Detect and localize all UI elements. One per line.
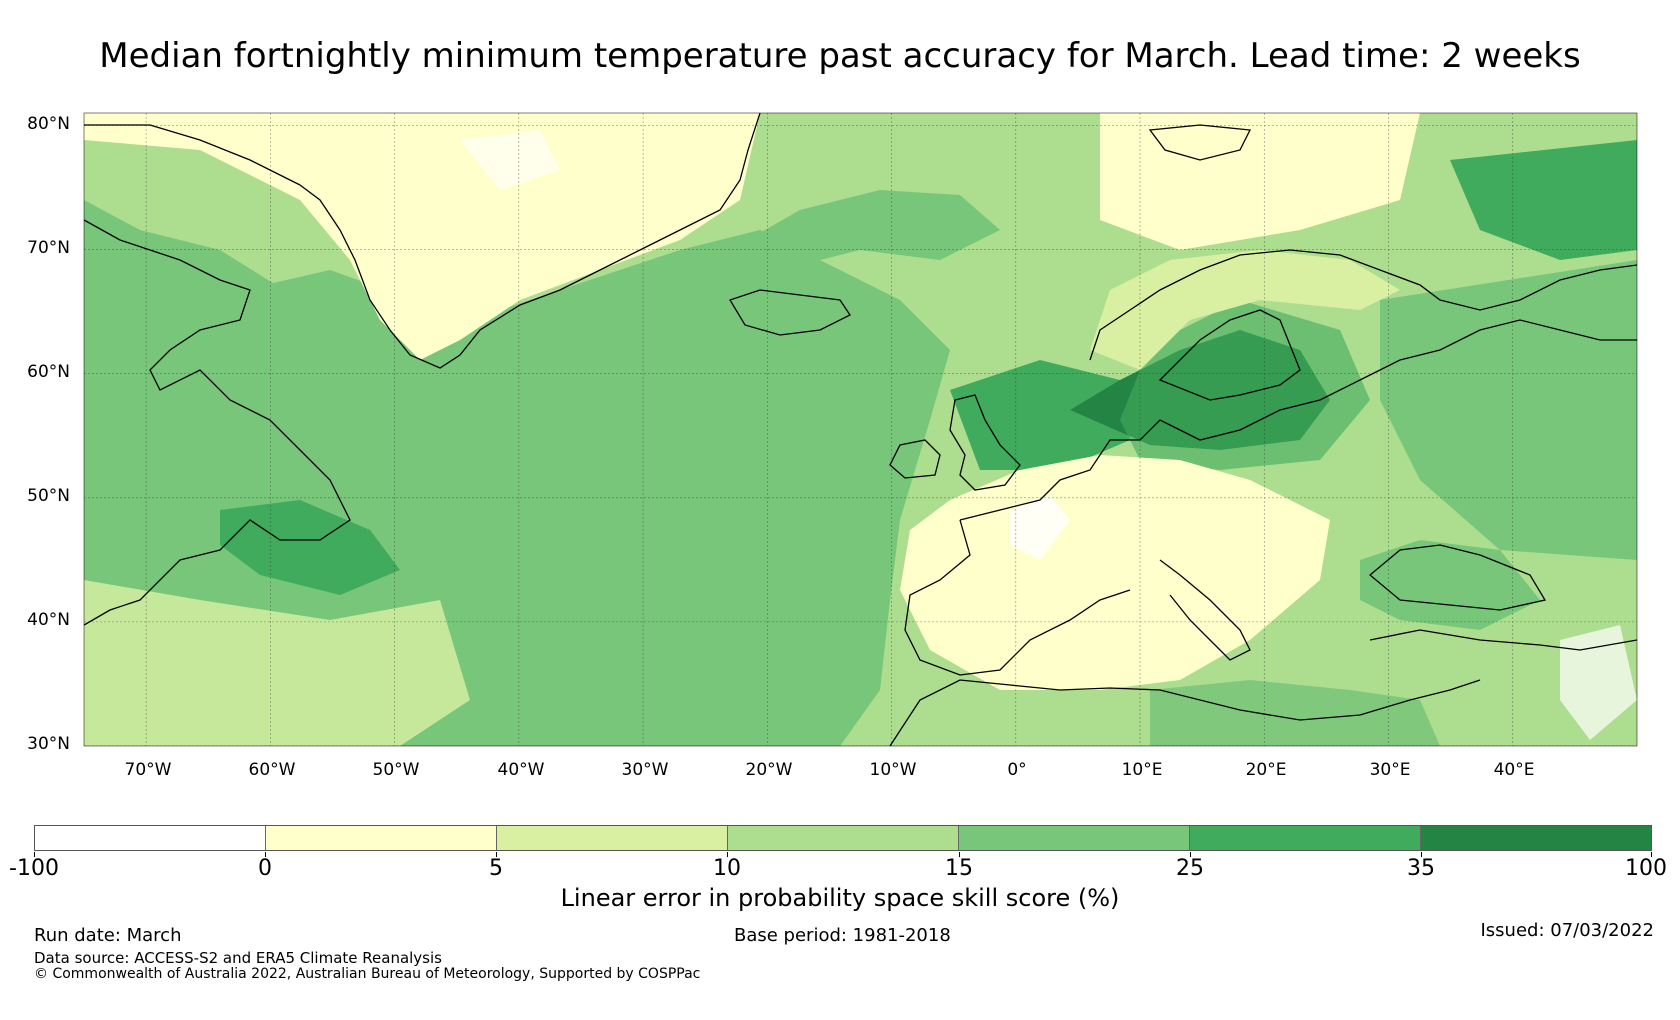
coast-britain xyxy=(949,394,1021,491)
colorbar-title: Linear error in probability space skill … xyxy=(560,884,1120,912)
colorbar-tick xyxy=(496,852,497,857)
issued-date: Issued: 07/03/2022 xyxy=(1480,920,1654,941)
colorbar-tick-label: 100 xyxy=(1625,856,1667,881)
colorbar-tick-label: 15 xyxy=(945,856,973,881)
region-white-patch-east xyxy=(1560,625,1637,740)
copyright: © Commonwealth of Australia 2022, Austra… xyxy=(34,966,701,982)
region-svalbard xyxy=(1100,113,1420,250)
colorbar-segment xyxy=(35,826,266,850)
region-eastern-europe xyxy=(1380,260,1637,560)
colorbar-tick xyxy=(1190,852,1191,857)
coast-svalbard xyxy=(1148,124,1252,161)
skill-map xyxy=(83,112,1638,747)
region-labrador-sea xyxy=(84,200,330,430)
coast-iceland xyxy=(729,289,851,336)
lat-label: 80°N xyxy=(27,114,70,134)
region-white-patch-iberia xyxy=(1010,495,1070,560)
region-barents-sea xyxy=(1450,140,1637,260)
colorbar-segment xyxy=(1190,826,1421,850)
skill-field xyxy=(84,113,1637,746)
region-scandinavia xyxy=(1090,250,1400,370)
base-period: Base period: 1981-2018 xyxy=(734,925,951,946)
colorbar-segment xyxy=(959,826,1190,850)
coast-north-africa xyxy=(889,679,1481,746)
lon-label: 30°W xyxy=(621,760,669,780)
coast-ireland xyxy=(889,439,941,479)
colorbar-segment xyxy=(266,826,497,850)
colorbar-tick-label: 5 xyxy=(489,856,503,881)
coast-europe xyxy=(959,319,1637,521)
coast-turkey xyxy=(1369,629,1637,651)
region-north-sea xyxy=(950,360,1130,470)
data-source: Data source: ACCESS-S2 and ERA5 Climate … xyxy=(34,949,442,967)
lon-label: 60°W xyxy=(248,760,296,780)
colorbar-tick-label: 25 xyxy=(1176,856,1204,881)
lat-label: 30°N xyxy=(27,734,70,754)
colorbar-tick xyxy=(34,852,35,857)
lat-label: 50°N xyxy=(27,486,70,506)
map-title: Median fortnightly minimum temperature p… xyxy=(99,36,1581,76)
region-iberia-france xyxy=(900,455,1330,690)
region-atlantic-off-africa xyxy=(84,580,470,746)
graticule xyxy=(84,113,1637,746)
coast-iberia xyxy=(904,519,1131,676)
coast-italy xyxy=(1159,559,1251,661)
coastlines xyxy=(84,113,1637,746)
region-white-patch-greenland xyxy=(460,130,560,190)
colorbar-tick xyxy=(265,852,266,857)
coast-baffin xyxy=(84,124,301,186)
colorbar-tick-label: 0 xyxy=(258,856,272,881)
region-norwegian-sea xyxy=(730,190,1000,270)
run-date: Run date: March xyxy=(34,925,182,946)
lon-label: 10°E xyxy=(1121,760,1163,780)
colorbar-tick-label: 10 xyxy=(713,856,741,881)
colorbar-tick-label: -100 xyxy=(9,856,59,881)
colorbar-tick xyxy=(1421,852,1422,857)
lat-label: 40°N xyxy=(27,610,70,630)
region-newfoundland xyxy=(220,500,400,595)
colorbar-tick xyxy=(1651,852,1652,857)
colorbar xyxy=(34,825,1652,851)
lon-label: 40°W xyxy=(497,760,545,780)
lon-label: 70°W xyxy=(124,760,172,780)
lat-label: 70°N xyxy=(27,238,70,258)
lon-label: 10°W xyxy=(869,760,917,780)
coast-greenland xyxy=(299,113,761,369)
region-black-sea xyxy=(1360,540,1540,630)
colorbar-tick-label: 35 xyxy=(1407,856,1435,881)
region-greenland xyxy=(84,113,760,360)
colorbar-segment xyxy=(497,826,728,850)
map-frame xyxy=(83,112,1638,747)
lon-label: 0° xyxy=(1007,760,1027,780)
colorbar-segment xyxy=(728,826,959,850)
lon-label: 30°E xyxy=(1369,760,1411,780)
region-baltic-margin xyxy=(1120,300,1370,470)
lon-label: 50°W xyxy=(372,760,420,780)
lat-label: 60°N xyxy=(27,362,70,382)
colorbar-tick xyxy=(727,852,728,857)
colorbar-tick xyxy=(959,852,960,857)
region-north-africa xyxy=(1150,680,1440,746)
lon-label: 40°E xyxy=(1493,760,1535,780)
coast-black-sea xyxy=(1368,544,1547,611)
colorbar-segment xyxy=(1421,826,1651,850)
lon-label: 20°W xyxy=(745,760,793,780)
coast-gulf-bothnia xyxy=(1158,309,1301,401)
coast-scandinavia xyxy=(1089,249,1637,361)
lon-label: 20°E xyxy=(1245,760,1287,780)
coast-labrador xyxy=(84,219,351,626)
